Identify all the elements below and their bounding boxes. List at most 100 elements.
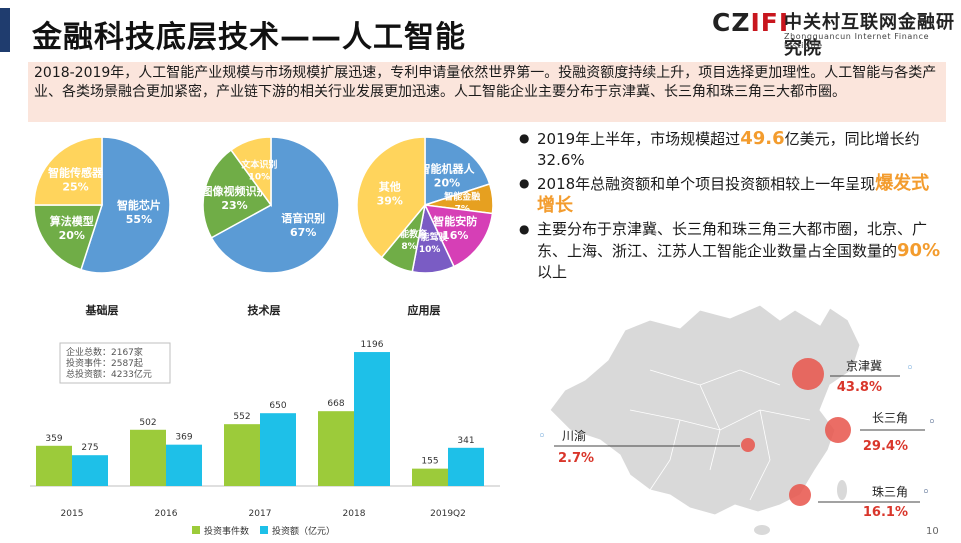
annotation-line: 企业总数：2167家 <box>66 346 143 358</box>
region-value-jingjinji: 43.8% <box>837 380 882 395</box>
legend-swatch <box>260 526 268 534</box>
region-value-zhusanjiao: 16.1% <box>863 505 908 520</box>
bar-value-label: 502 <box>139 418 156 428</box>
pie-slice-label: 智能安防 <box>433 214 477 228</box>
pie-slice <box>33 204 104 271</box>
taiwan-island <box>837 480 847 500</box>
pie-title: 技术层 <box>248 303 281 317</box>
pie-slice <box>229 136 272 208</box>
pie-slice-label: 智能驾驶 <box>412 231 449 243</box>
bar <box>224 424 260 486</box>
bullet-dot: ● <box>519 131 530 145</box>
pie-slice-value: 39% <box>377 194 403 207</box>
logo-mark: CZIFI <box>712 8 790 37</box>
bullet-dot: ● <box>519 222 530 236</box>
bar <box>36 445 72 486</box>
region-label-zhusanjiao: 珠三角 <box>872 485 908 499</box>
pie-slice-value: 8% <box>401 242 416 252</box>
pie-slice-label: 智能传感器 <box>48 166 104 180</box>
page-title: 金融科技底层技术——人工智能 <box>32 20 466 55</box>
logo-name-cn: 中关村互联网金融研究院 <box>784 12 955 59</box>
legend-label: 投资额（亿元） <box>272 525 335 537</box>
key-findings: ● 2019年上半年，市场规模超过49.6亿美元，同比增长约32.6% ● 2018… <box>517 128 942 285</box>
bar <box>260 413 296 486</box>
pie-slice-label: 其他 <box>379 179 401 193</box>
annotation-line: 投资事件：2587起 <box>66 357 143 369</box>
pie-charts: 智能芯片55%算法模型20%智能传感器25%基础层语音识别67%图像视频识别23… <box>33 136 494 317</box>
pie-slice-value: 67% <box>290 226 316 239</box>
map-pin-icon: ◦ <box>906 361 914 376</box>
bar-value-label: 359 <box>45 434 62 444</box>
region-value-changsanjiao: 29.4% <box>863 439 908 454</box>
x-tick-label: 2017 <box>249 509 272 519</box>
pie-slice <box>202 148 273 239</box>
pie-slice-value: 20% <box>59 229 85 242</box>
pie-title: 基础层 <box>85 303 119 317</box>
pie-slice-value: 16% <box>442 229 468 242</box>
region-label-chuanyu: 川渝 <box>562 428 586 443</box>
pie-slice-value: 25% <box>62 181 88 194</box>
pie-slice-value: 55% <box>126 213 152 226</box>
x-tick-label: 2018 <box>343 509 366 519</box>
bullet-item: ● 2019年上半年，市场规模超过49.6亿美元，同比增长约32.6% <box>519 128 920 169</box>
bullet-item: ● 2018年总融资额和单个项目投资额相较上一年呈现爆发式增长 <box>519 173 930 216</box>
annotation-box <box>59 342 171 384</box>
pie-slice <box>423 204 494 268</box>
bubble-chuanyu <box>741 438 755 452</box>
map-pin-icon: ◦ <box>928 415 936 430</box>
x-tick-label: 2019Q2 <box>430 509 466 519</box>
region-value-chuanyu: 2.7% <box>558 451 594 466</box>
bar <box>130 429 166 486</box>
bar <box>72 455 108 486</box>
pie-slice-value: 20% <box>434 177 460 190</box>
china-map: 京津冀 43.8% ◦ 长三角 29.4% ◦ 珠三角 16.1% ◦ ◦ 川渝… <box>538 304 936 535</box>
pie-slice-label: 算法模型 <box>49 214 94 228</box>
pie-slice <box>210 136 340 274</box>
pie-slice <box>80 136 171 274</box>
pie-slice-label: 智能机器人 <box>419 162 475 176</box>
annotation-line: 总投资额：4233亿元 <box>66 368 152 380</box>
pie-slice <box>356 136 426 259</box>
bar-value-label: 275 <box>81 443 98 453</box>
bullet-dot: ● <box>519 176 530 190</box>
bubble-zhusanjiao <box>789 484 811 506</box>
bar <box>166 444 202 486</box>
title-accent-bar <box>0 8 10 52</box>
pie-slice-label: 语音识别 <box>281 211 325 225</box>
pie-title: 应用层 <box>408 303 441 317</box>
bar-value-label: 650 <box>269 401 286 411</box>
bar-value-label: 552 <box>233 412 250 422</box>
bubble-changsanjiao <box>825 417 851 443</box>
pie-slice-label: 文本识别 <box>240 158 277 170</box>
pie-slice <box>424 136 491 207</box>
hainan-island <box>754 525 770 535</box>
region-label-jingjinji: 京津冀 <box>846 359 882 373</box>
czifi-logo: CZIFI 中关村互联网金融研究院 Zhongguancun Internet … <box>712 6 957 59</box>
map-pin-icon: ◦ <box>538 429 546 444</box>
china-outline <box>549 304 861 516</box>
pie-slice-value: 10% <box>419 245 441 255</box>
bar-value-label: 369 <box>175 433 192 443</box>
bar-value-label: 341 <box>457 436 474 446</box>
pie-slice-label: 图像视频识别 <box>202 184 268 198</box>
map-pin-icon: ◦ <box>922 485 930 500</box>
bubble-jingjinji <box>792 358 824 390</box>
x-tick-label: 2016 <box>155 509 178 519</box>
bar-value-label: 155 <box>421 457 438 467</box>
bar-value-label: 1196 <box>361 340 384 350</box>
logo-name-en: Zhongguancun Internet Finance Institute <box>784 32 930 50</box>
bar-value-label: 668 <box>327 399 344 409</box>
pie-slice-label: 智能金融 <box>444 190 480 202</box>
x-tick-label: 2015 <box>61 509 84 519</box>
pie-slice-label: 智能芯片 <box>117 198 161 212</box>
investment-bar-chart: 359 275 2015 502 369 2016 552 650 2017 668 1196 201… <box>30 340 500 537</box>
bar <box>318 411 354 486</box>
bar <box>448 447 484 486</box>
bullet-item: ● 主要分布于京津冀、长三角和珠三角三大都市圈，北京、广东、上海、浙江、江苏人工智… <box>519 220 941 281</box>
legend-label: 投资事件数 <box>204 525 249 537</box>
pie-slice-value: 10% <box>249 172 271 182</box>
legend-swatch <box>192 526 200 534</box>
intro-paragraph: 2018-2019年，人工智能产业规模与市场规模扩展迅速，专利申请量依然世界第一… <box>28 62 946 122</box>
region-label-changsanjiao: 长三角 <box>872 411 908 425</box>
pie-slice-value: 23% <box>221 199 247 212</box>
